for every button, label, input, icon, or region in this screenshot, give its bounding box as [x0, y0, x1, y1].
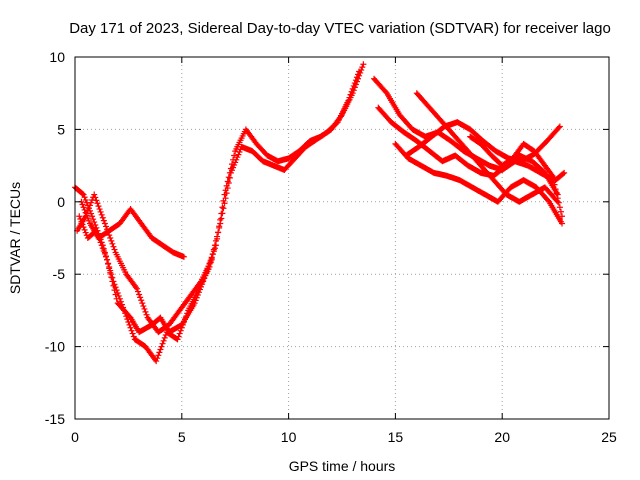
series-marks-sat-f	[375, 104, 561, 198]
x-tick-label: 25	[601, 429, 617, 445]
series-sat-f	[375, 104, 561, 198]
x-tick-label: 20	[494, 429, 510, 445]
series-marks-sat-j	[467, 133, 568, 184]
axis-ticks: 0 5 10 15 20 25 -15 -10 -5 0 5 10	[45, 49, 617, 445]
plot-frame	[74, 56, 610, 420]
series-sat-a	[76, 61, 367, 336]
series-sat-j	[467, 133, 568, 184]
series-marks-sat-c	[78, 198, 187, 260]
series-sat-b	[72, 68, 363, 365]
y-tick-label: 10	[49, 49, 65, 65]
x-axis-label: GPS time / hours	[289, 458, 396, 474]
x-tick-label: 10	[281, 429, 297, 445]
series-marks-sat-d	[74, 191, 215, 336]
x-tick-label: 15	[388, 429, 404, 445]
y-tick-label: -10	[45, 339, 65, 355]
y-tick-label: 0	[57, 194, 65, 210]
series-marks-sat-i	[413, 90, 561, 205]
series-sat-c	[78, 198, 187, 260]
chart-title: Day 171 of 2023, Sidereal Day-to-day VTE…	[69, 20, 611, 37]
series-sat-d	[74, 191, 215, 336]
series-marks-sat-a	[76, 61, 367, 336]
y-axis-label: SDTVAR / TECUs	[7, 182, 23, 294]
series-sat-i	[413, 90, 561, 205]
y-tick-label: -5	[53, 266, 66, 282]
x-tick-label: 0	[71, 429, 79, 445]
x-tick-label: 5	[178, 429, 186, 445]
y-tick-label: -15	[45, 411, 65, 427]
data-series-layer	[72, 61, 568, 365]
series-marks-sat-b	[72, 68, 363, 365]
y-tick-label: 5	[57, 121, 65, 137]
